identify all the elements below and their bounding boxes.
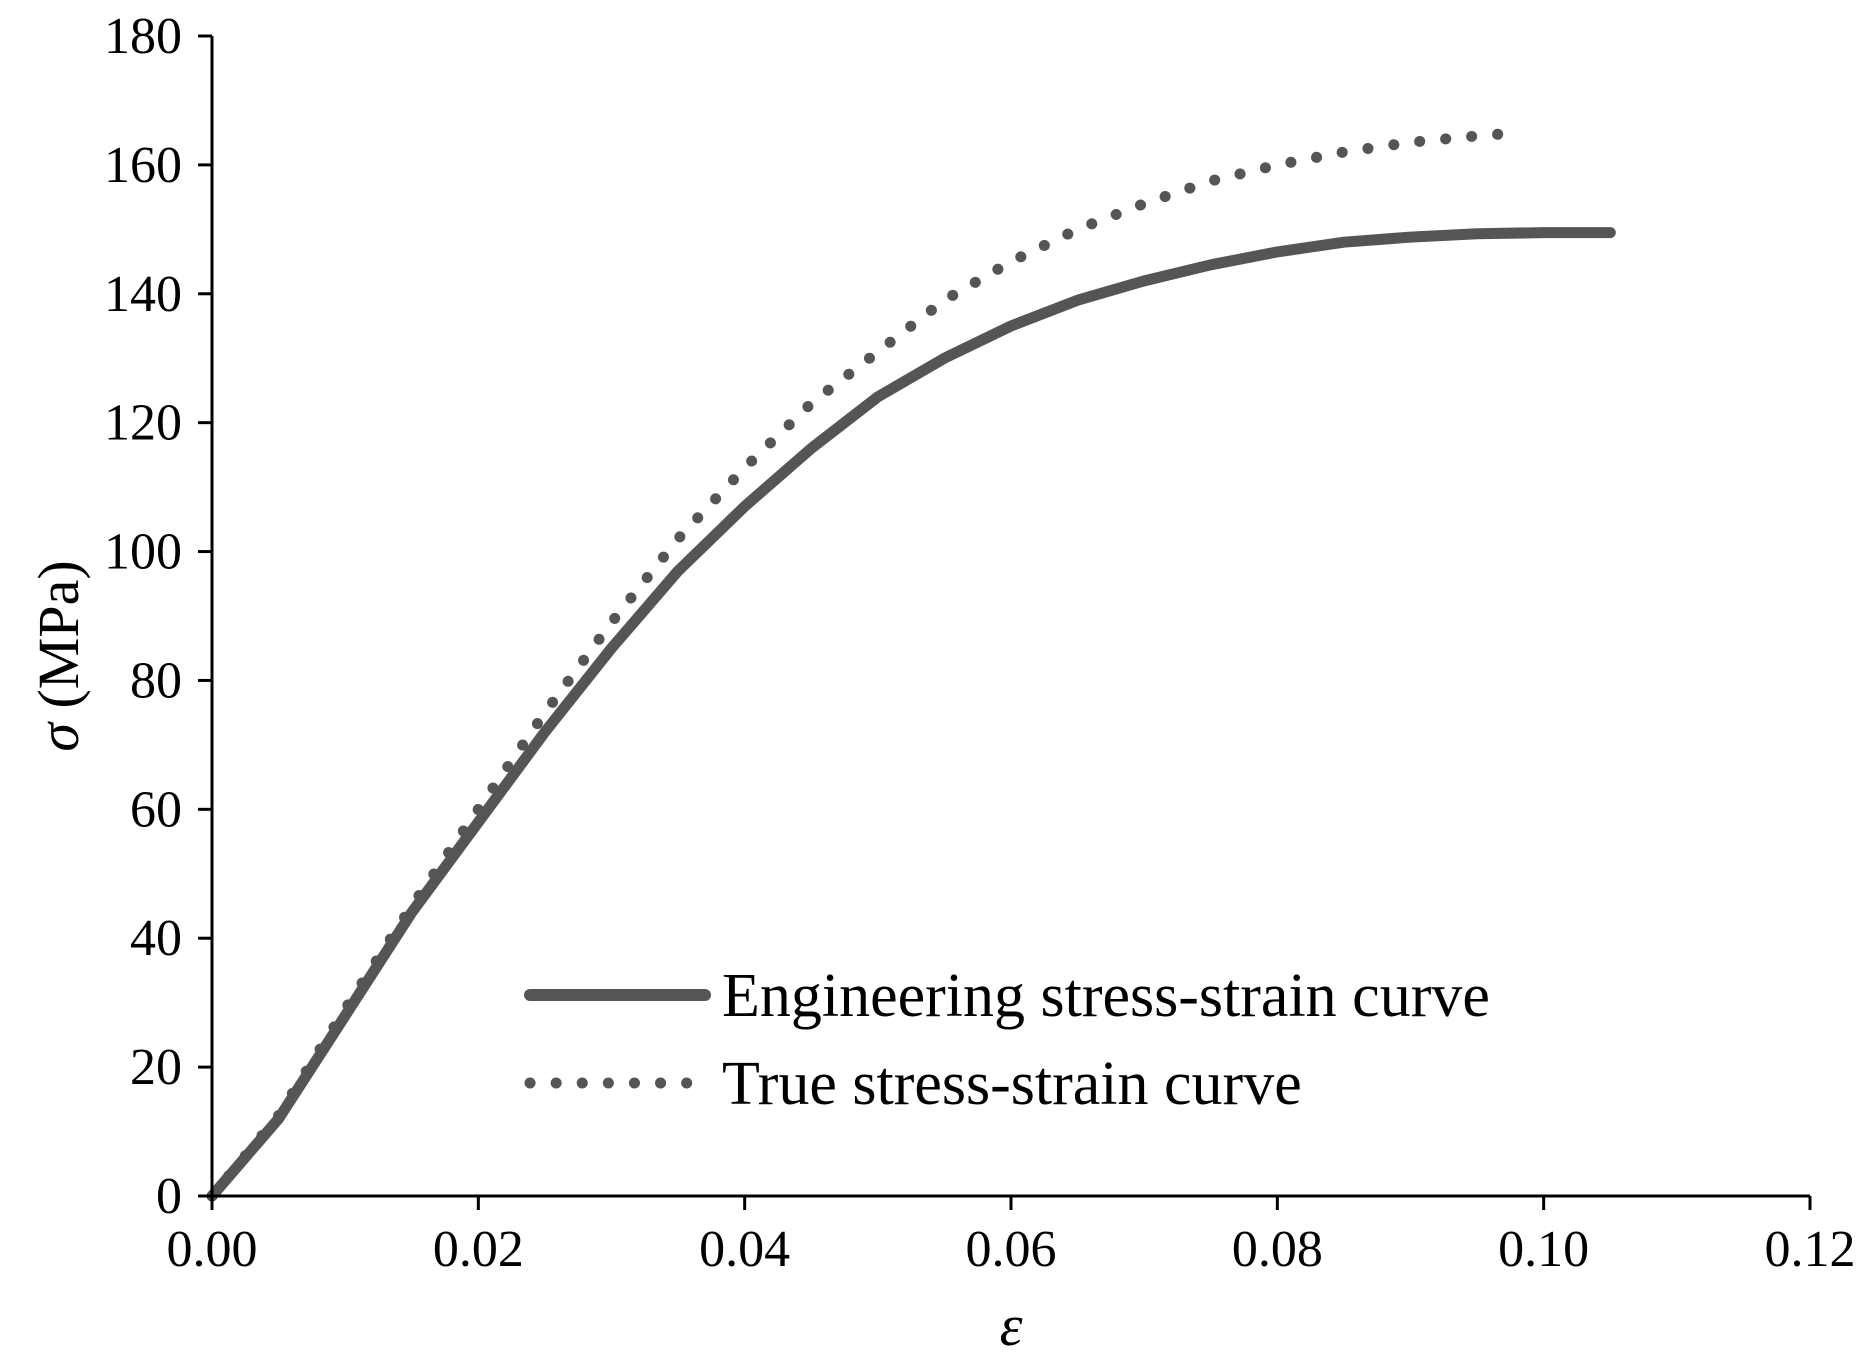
x-axis-ticks: 0.00 0.02 0.04 0.06 0.08 0.10 0.12 <box>167 1196 1856 1278</box>
series-line-engineering <box>206 227 1616 1202</box>
x-tick-label: 0.10 <box>1498 1221 1589 1278</box>
legend: Engineering stress-strain curve True str… <box>524 962 1490 1118</box>
y-tick-label: 160 <box>104 137 182 194</box>
y-tick-label: 80 <box>130 652 182 709</box>
y-tick-label: 140 <box>104 266 182 323</box>
series-layer <box>206 127 1616 1202</box>
legend-label-engineering: Engineering stress-strain curve <box>722 962 1490 1030</box>
legend-label-true: True stress-strain curve <box>722 1050 1302 1118</box>
y-tick-label: 60 <box>130 781 182 838</box>
y-tick-label: 20 <box>130 1039 182 1096</box>
y-tick-label: 120 <box>104 395 182 452</box>
y-tick-label: 0 <box>156 1168 182 1225</box>
y-axis-unit: (MPa) <box>26 560 91 708</box>
y-axis-title: σ (MPa) <box>26 560 91 751</box>
x-axis-title: ε <box>1000 1293 1023 1355</box>
y-tick-label: 180 <box>104 8 182 65</box>
x-tick-label: 0.02 <box>433 1221 524 1278</box>
x-tick-label: 0.06 <box>966 1221 1057 1278</box>
x-tick-label: 0.04 <box>699 1221 790 1278</box>
y-tick-label: 40 <box>130 910 182 967</box>
series-line-true <box>206 127 1523 1202</box>
y-tick-label: 100 <box>104 524 182 581</box>
y-axis-ticks: 0 20 40 60 80 100 120 140 160 180 <box>104 8 212 1225</box>
x-tick-label: 0.12 <box>1765 1221 1856 1278</box>
x-tick-label: 0.00 <box>167 1221 258 1278</box>
x-tick-label: 0.08 <box>1232 1221 1323 1278</box>
y-axis-symbol: σ <box>26 721 91 752</box>
